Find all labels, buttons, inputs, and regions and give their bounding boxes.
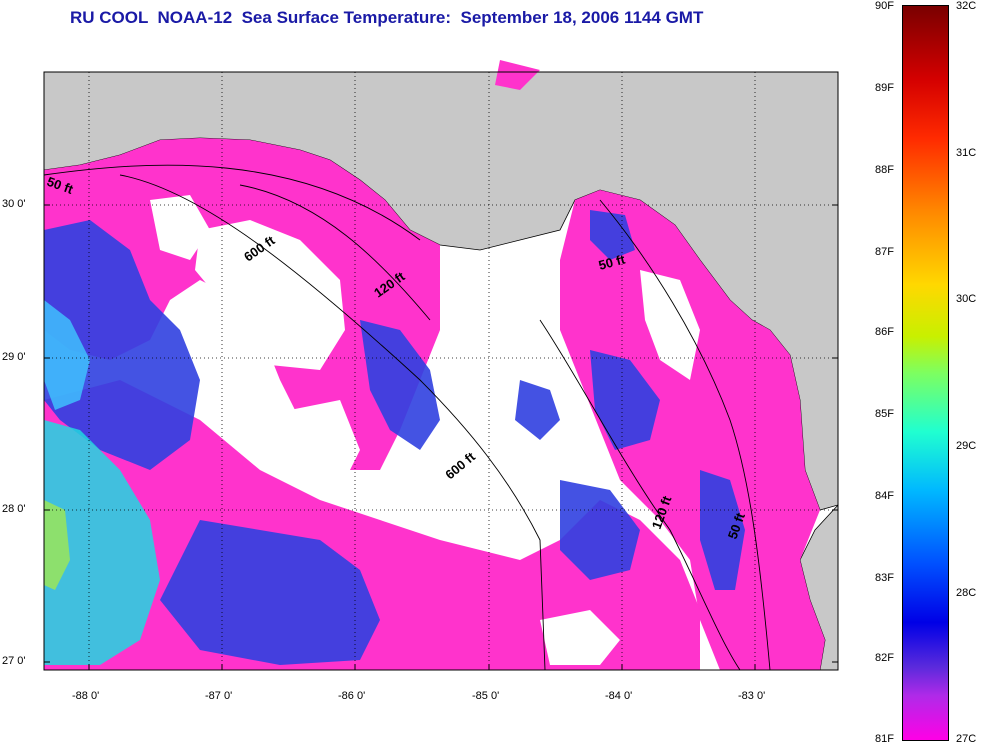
colorbar-f-label: 86F [875,326,894,338]
colorbar-c-label: 29C [956,440,977,452]
lat-label: 29 0' [2,351,26,363]
colorbar-f-label: 87F [875,246,894,258]
axis-ticks [44,204,838,670]
colorbar-c-label: 28C [956,587,977,599]
cyan-water-patches [44,300,160,665]
cloud-patches [150,195,700,665]
graticule [44,72,838,670]
colorbar-c-label: 30C [956,293,977,305]
colorbar-c-label: 32C [956,0,977,12]
colorbar-f-label: 88F [875,164,894,176]
temperature-colorbar [902,5,949,741]
isobath-label: 50 ft [597,251,627,273]
colorbar-c-label: 27C [956,733,977,745]
colorbar-f-label: 90F [875,0,894,12]
lon-label: -87 0' [205,690,233,702]
lon-label: -84 0' [605,690,633,702]
lat-label: 27 0' [2,655,26,667]
warm-water-patches [44,60,825,670]
lon-label: -88 0' [72,690,100,702]
map-title: RU COOL NOAA-12 Sea Surface Temperature:… [70,8,704,27]
colorbar-f-label: 85F [875,408,894,420]
colorbar-f-label: 89F [875,82,894,94]
cool-water-patches [44,210,745,665]
colorbar-f-label: 83F [875,572,894,584]
isobath-120ft-east [539,319,741,671]
isobath-600ft [119,174,546,671]
isobath-50ft-west [43,164,421,241]
colorbar-f-label: 81F [875,733,894,745]
lon-label: -83 0' [738,690,766,702]
colorbar-f-label: 84F [875,490,894,502]
isobath-50ft-east [599,199,771,671]
colorbar-f-label: 82F [875,652,894,664]
lat-label: 30 0' [2,198,26,210]
isobath-lines [43,164,771,671]
map-frame [43,71,839,671]
lat-label: 28 0' [2,503,26,515]
isobath-120ft-west [239,184,431,321]
colorbar-c-label: 31C [956,147,977,159]
lon-label: -86 0' [338,690,366,702]
lon-label: -85 0' [472,690,500,702]
